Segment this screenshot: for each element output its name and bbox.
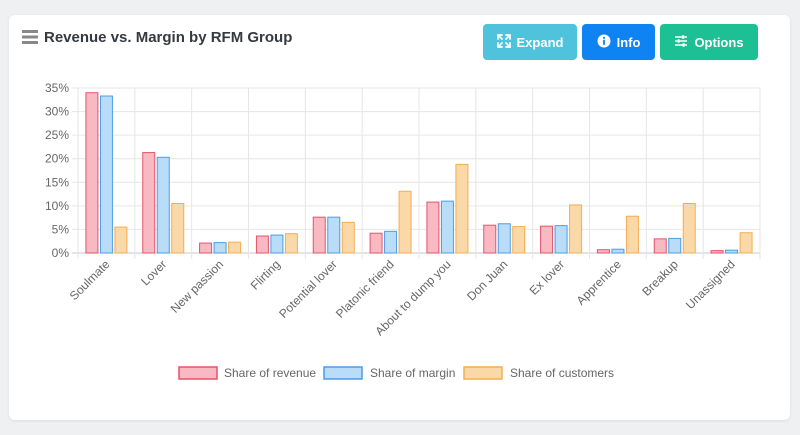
info-button[interactable]: Info [582,24,655,60]
customers-bar [284,233,298,254]
y-tick-label: 20% [45,152,69,166]
legend-swatch [323,366,363,380]
customers-bar [171,203,185,254]
legend-label: Share of revenue [224,366,316,380]
margin-bar [611,248,625,254]
x-tick-label: Soulmate [67,257,113,303]
x-tick-label: Don Juan [464,257,510,303]
margin-bar [384,230,398,254]
margin-bar [270,234,284,254]
sliders-icon [674,34,688,51]
y-tick-label: 25% [45,128,69,142]
customers-bar [341,221,355,254]
x-tick-label: Platonic friend [333,257,397,321]
revenue-bar [596,249,610,254]
y-tick-label: 30% [45,105,69,119]
table-list-icon [22,30,38,44]
revenue-bar [483,224,497,254]
legend-label: Share of customers [510,366,614,380]
revenue-bar [540,225,554,254]
customers-bar [455,163,469,254]
revenue-bar [369,232,383,254]
y-tick-label: 10% [45,199,69,213]
customers-bar [398,190,412,254]
chart-title: Revenue vs. Margin by RFM Group [44,28,293,46]
y-tick-label: 15% [45,175,69,189]
margin-bar [497,223,511,254]
revenue-bar [142,152,156,254]
revenue-bar [653,238,667,254]
legend-label: Share of margin [370,366,455,380]
x-tick-label: Flirting [248,257,283,292]
info-icon [597,34,611,51]
margin-bar [554,225,568,254]
chart-header: Revenue vs. Margin by RFM Group [22,26,292,48]
y-tick-label: 5% [52,222,70,236]
info-label: Info [616,34,641,50]
margin-bar [99,95,113,254]
y-tick-label: 0% [52,246,70,260]
margin-bar [327,216,341,254]
margin-bar [725,249,739,254]
revenue-bar [255,235,269,254]
revenue-bar [312,216,326,254]
revenue-bar [199,242,213,254]
x-tick-label: Ex lover [527,257,568,298]
legend-swatch [178,366,218,380]
margin-bar [440,200,454,254]
x-tick-label: Lover [138,257,169,288]
x-tick-label: Unassigned [683,257,738,312]
margin-bar [213,242,227,254]
x-tick-label: Breakup [639,257,681,299]
x-tick-label: Potential lover [276,257,340,321]
expand-label: Expand [516,34,564,50]
customers-bar [512,226,526,254]
customers-bar [682,203,696,254]
customers-bar [114,226,128,254]
expand-button[interactable]: Expand [483,24,577,60]
customers-bar [625,215,639,254]
customers-bar [228,241,242,254]
y-tick-label: 35% [45,81,69,95]
margin-bar [668,237,682,254]
customers-bar [739,232,753,254]
revenue-bar [710,250,724,254]
revenue-bar [85,92,99,254]
x-tick-label: Apprentice [574,257,625,308]
revenue-bar [426,201,440,254]
margin-bar [156,156,170,254]
options-label: Options [694,34,744,50]
options-button[interactable]: Options [660,24,758,60]
customers-bar [569,204,583,254]
legend-swatch [463,366,503,380]
expand-icon [496,33,511,51]
x-tick-label: New passion [168,257,226,315]
